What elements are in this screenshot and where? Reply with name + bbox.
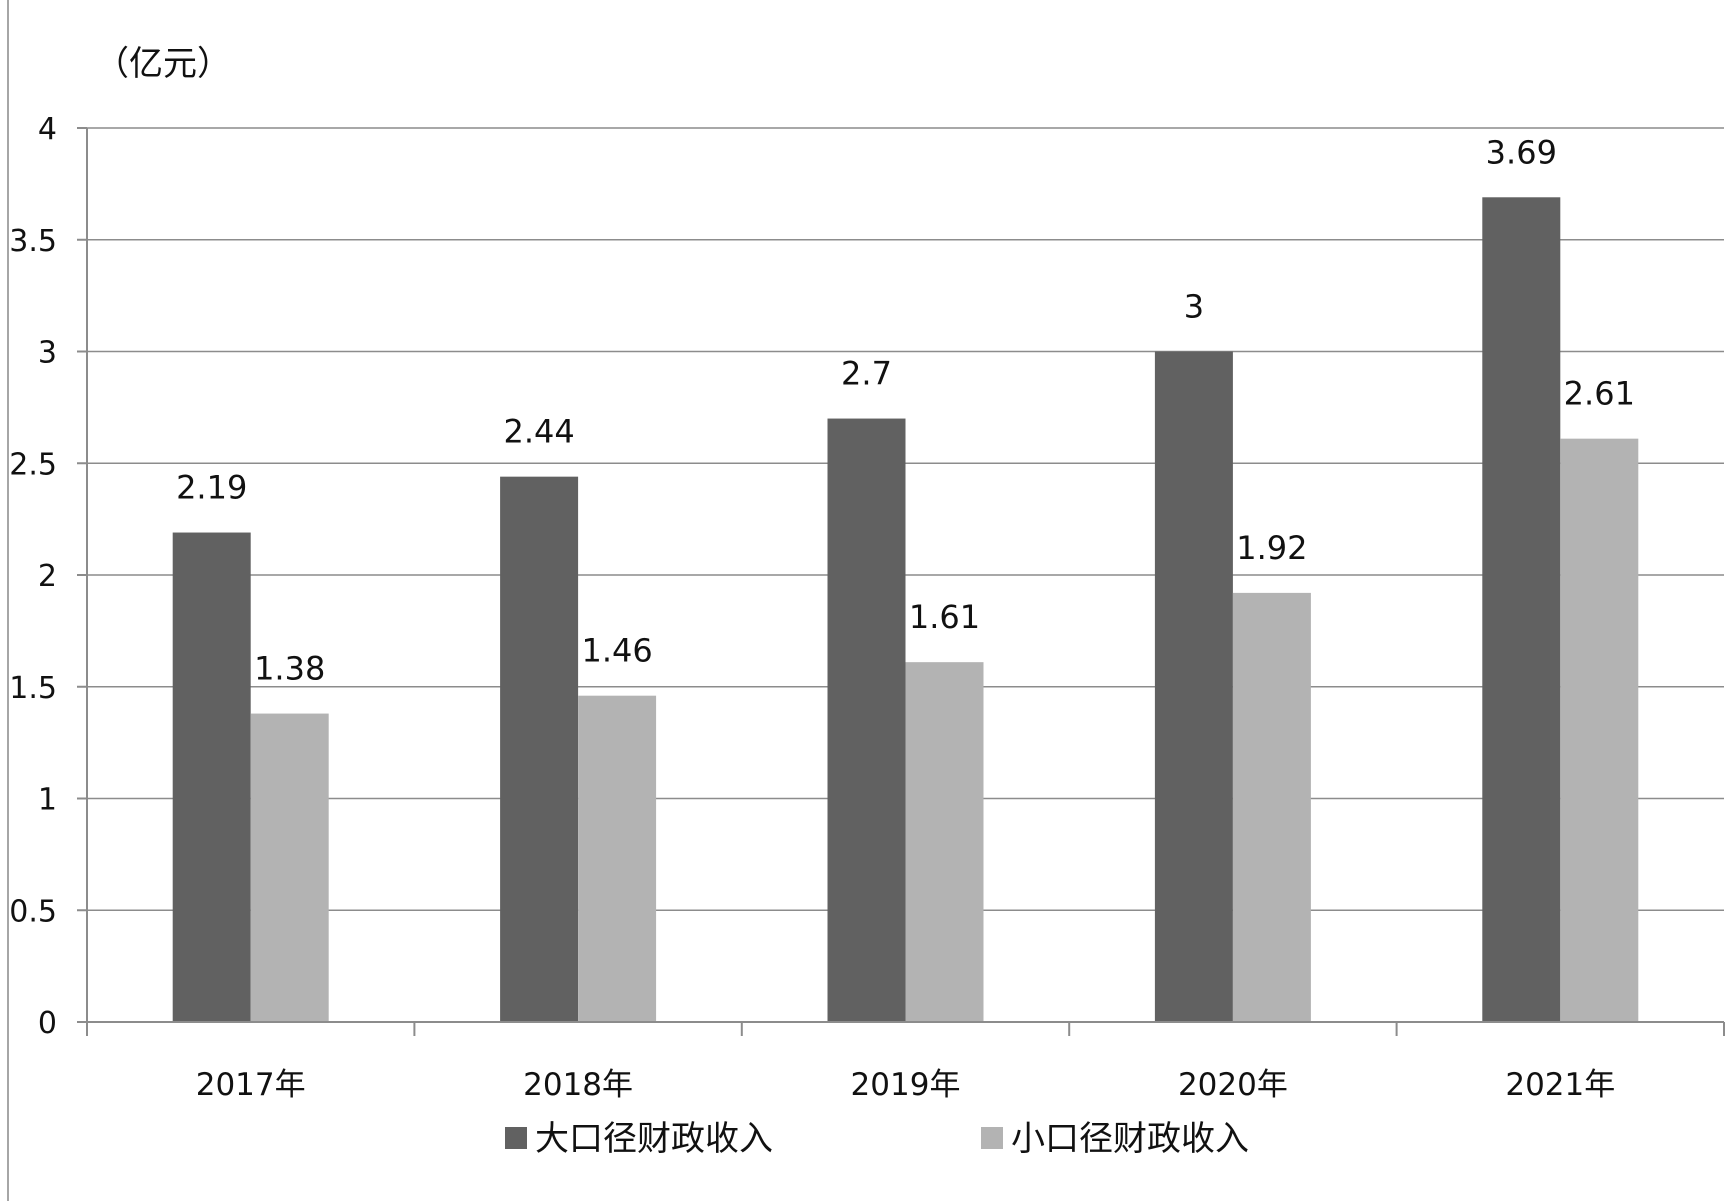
y-tick-label-6: 3 xyxy=(38,336,57,371)
y-tick-label-5: 2.5 xyxy=(9,447,57,482)
data-label-small-4: 2.61 xyxy=(1564,375,1635,413)
bar-small-0 xyxy=(250,713,329,1022)
y-tick-label-0: 0 xyxy=(38,1006,57,1041)
bar-large-1 xyxy=(500,476,579,1022)
data-label-large-4: 3.69 xyxy=(1486,133,1557,171)
bars xyxy=(172,197,1639,1022)
legend: 大口径财政收入 小口径财政收入 xyxy=(505,1119,1249,1159)
x-tick-labels: 2017年 2018年 2019年 2020年 2021年 xyxy=(196,1067,1616,1103)
y-tick-label-4: 2 xyxy=(38,559,57,594)
bar-small-1 xyxy=(578,695,657,1022)
x-tick-label-0: 2017年 xyxy=(196,1067,306,1103)
legend-swatch-1 xyxy=(981,1127,1003,1149)
data-label-small-0: 1.38 xyxy=(254,650,325,688)
bar-small-3 xyxy=(1232,592,1311,1022)
legend-label-0: 大口径财政收入 xyxy=(535,1119,773,1159)
data-label-small-3: 1.92 xyxy=(1236,529,1307,567)
bar-large-0 xyxy=(172,532,251,1022)
data-label-large-0: 2.19 xyxy=(176,469,247,507)
bar-large-4 xyxy=(1482,197,1561,1022)
y-tick-label-2: 1 xyxy=(38,783,57,818)
y-axis-unit-label: （亿元） xyxy=(95,44,231,84)
data-labels: 2.19 1.38 2.44 1.46 2.7 1.61 3 1.92 3.69 2.61 xyxy=(176,133,1635,687)
y-tick-label-7: 3.5 xyxy=(9,224,57,259)
bar-large-3 xyxy=(1154,351,1233,1022)
bar-small-4 xyxy=(1560,438,1639,1022)
x-tick-label-1: 2018年 xyxy=(523,1067,633,1103)
legend-label-1: 小口径财政收入 xyxy=(1011,1119,1249,1159)
legend-swatch-0 xyxy=(505,1127,527,1149)
data-label-small-2: 1.61 xyxy=(909,598,980,636)
y-tick-label-3: 1.5 xyxy=(9,671,57,706)
bar-large-2 xyxy=(827,418,906,1022)
axes xyxy=(77,127,1725,1036)
y-tick-labels: 0 0.5 1 1.5 2 2.5 3 3.5 4 xyxy=(9,112,57,1041)
y-tick-label-8: 4 xyxy=(38,112,57,147)
data-label-large-1: 2.44 xyxy=(503,413,574,451)
data-label-large-2: 2.7 xyxy=(841,355,892,393)
data-label-large-3: 3 xyxy=(1184,288,1204,326)
x-tick-label-4: 2021年 xyxy=(1505,1067,1615,1103)
y-tick-label-1: 0.5 xyxy=(9,894,57,929)
bar-small-2 xyxy=(905,662,984,1022)
x-tick-label-2: 2019年 xyxy=(851,1067,961,1103)
x-tick-label-3: 2020年 xyxy=(1178,1067,1288,1103)
data-label-small-1: 1.46 xyxy=(581,632,652,670)
